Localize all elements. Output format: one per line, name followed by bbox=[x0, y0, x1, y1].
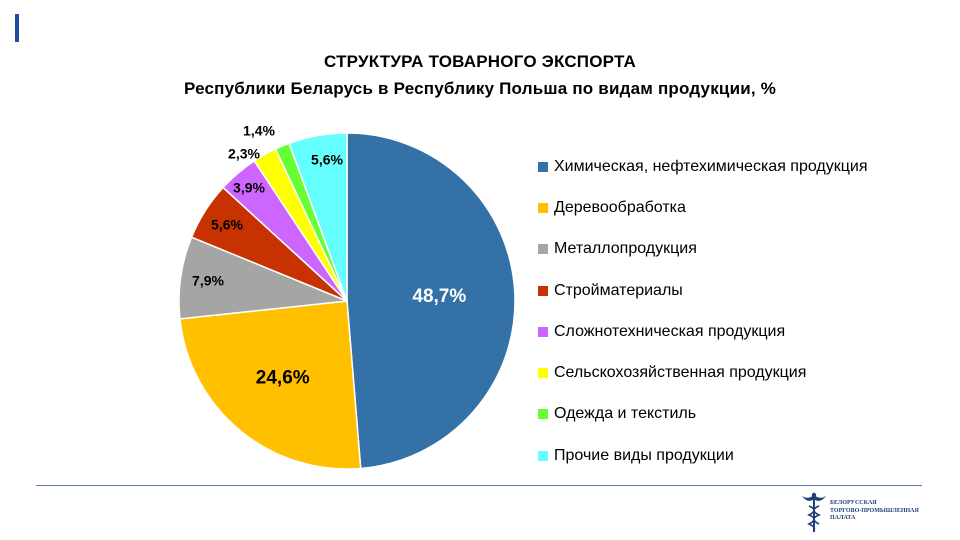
pie-data-label: 3,9% bbox=[233, 180, 265, 196]
pie-data-label: 1,4% bbox=[243, 123, 275, 139]
accent-bar bbox=[15, 14, 19, 42]
chart-legend: Химическая, нефтехимическая продукция Дер… bbox=[538, 146, 868, 476]
legend-item: Деревообработка bbox=[538, 187, 868, 228]
pie-slice bbox=[179, 300, 362, 470]
chart-title-line1: СТРУКТУРА ТОВАРНОГО ЭКСПОРТА bbox=[324, 52, 636, 71]
caduceus-icon bbox=[802, 492, 826, 532]
legend-item: Стройматериалы bbox=[538, 270, 868, 311]
pie-data-label: 2,3% bbox=[228, 146, 260, 162]
logo-text: БЕЛОРУССКАЯ ТОРГОВО-ПРОМЫШЛЕННАЯ ПАЛАТА bbox=[830, 500, 919, 523]
logo-text-line3: ПАЛАТА bbox=[830, 515, 856, 521]
logo-text-line2: ТОРГОВО-ПРОМЫШЛЕННАЯ bbox=[830, 507, 919, 514]
pie-data-label: 48,7% bbox=[412, 286, 466, 307]
chart-title-line2: Республики Беларусь в Республику Польша … bbox=[183, 79, 777, 98]
logo-text-line1: БЕЛОРУССКАЯ bbox=[830, 500, 877, 506]
chamber-logo: БЕЛОРУССКАЯ ТОРГОВО-ПРОМЫШЛЕННАЯ ПАЛАТА bbox=[800, 490, 940, 534]
legend-swatch bbox=[538, 161, 548, 172]
pie-data-label: 24,6% bbox=[256, 368, 310, 389]
legend-label: Химическая, нефтехимическая продукция bbox=[554, 157, 868, 175]
legend-item: Сложнотехническая продукция bbox=[538, 311, 868, 352]
legend-item: Одежда и текстиль bbox=[538, 394, 868, 435]
legend-swatch bbox=[538, 368, 548, 379]
legend-label: Сложнотехническая продукция bbox=[554, 322, 786, 340]
legend-swatch bbox=[538, 450, 548, 461]
legend-item: Сельскохозяйственная продукция bbox=[538, 352, 868, 393]
legend-item: Прочие виды продукции bbox=[538, 435, 868, 476]
legend-label: Деревообработка bbox=[554, 198, 686, 216]
legend-item: Металлопродукция bbox=[538, 229, 868, 270]
legend-item: Химическая, нефтехимическая продукция bbox=[538, 146, 868, 187]
legend-swatch bbox=[538, 202, 548, 213]
legend-swatch bbox=[538, 409, 548, 420]
pie-data-label: 5,6% bbox=[311, 152, 343, 168]
legend-label: Металлопродукция bbox=[554, 240, 697, 258]
pie-slice bbox=[346, 132, 516, 470]
legend-swatch bbox=[538, 326, 548, 337]
footer-divider bbox=[36, 485, 922, 486]
pie-data-label: 7,9% bbox=[192, 273, 224, 289]
chart-title: СТРУКТУРА ТОВАРНОГО ЭКСПОРТА Республики … bbox=[0, 48, 960, 102]
pie-slice bbox=[288, 132, 348, 302]
legend-label: Прочие виды продукции bbox=[554, 446, 734, 464]
legend-label: Одежда и текстиль bbox=[554, 405, 697, 423]
legend-swatch bbox=[538, 285, 548, 296]
pie-data-label: 5,6% bbox=[211, 217, 243, 233]
legend-label: Сельскохозяйственная продукция bbox=[554, 364, 807, 382]
legend-label: Стройматериалы bbox=[554, 281, 683, 299]
legend-swatch bbox=[538, 244, 548, 255]
